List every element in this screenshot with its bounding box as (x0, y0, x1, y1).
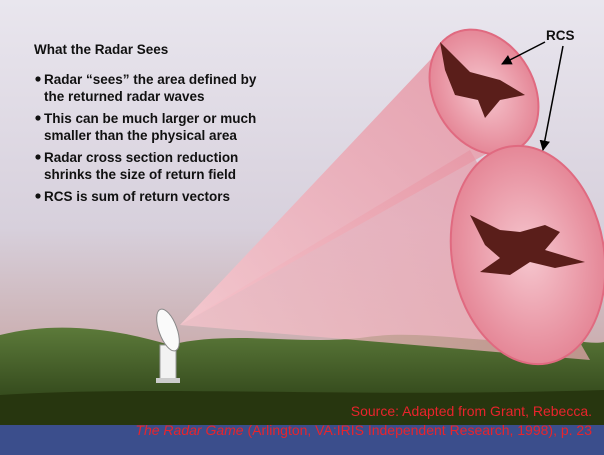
source-detail: (Arlington, VA:IRIS Independent Research… (244, 422, 593, 438)
bullet-text: Radar “sees” the area defined by (44, 72, 257, 87)
bullet (35, 115, 41, 121)
arrow (501, 41, 546, 65)
bullet (35, 193, 41, 199)
bullet-text: smaller than the physical area (44, 128, 237, 143)
aircraft-lower (470, 215, 585, 275)
water (0, 425, 604, 455)
bullet-text: This can be much larger or much (44, 111, 256, 126)
source: Source: Adapted from Grant, Rebecca. (351, 403, 592, 419)
bullet-text: shrinks the size of return field (44, 167, 236, 182)
source-book: The Radar Game (135, 422, 243, 438)
source: The Radar Game (Arlington, VA:IRIS Indep… (135, 422, 592, 438)
bullet-text: RCS is sum of return vectors (44, 189, 230, 204)
bullet (35, 76, 41, 82)
arrow (539, 45, 564, 152)
bullet (35, 154, 41, 160)
ground (0, 390, 604, 430)
bullet-text: the returned radar waves (44, 89, 205, 104)
bullet-text: Radar cross section reduction (44, 150, 238, 165)
rcs-label: RCS (546, 28, 575, 43)
aircraft-upper (440, 42, 525, 118)
radar-dish (156, 308, 180, 383)
title: What the Radar Sees (34, 42, 168, 57)
bullet-list: Radar “sees” the area defined by the retu… (35, 72, 257, 204)
